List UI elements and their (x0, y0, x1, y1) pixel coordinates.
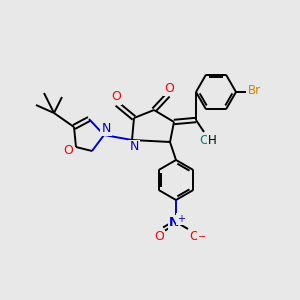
Text: N: N (129, 140, 139, 154)
Text: O: O (111, 91, 121, 103)
Text: O: O (199, 134, 209, 146)
Text: O: O (164, 82, 174, 94)
Text: O: O (154, 230, 164, 244)
Text: +: + (177, 214, 185, 224)
Text: −: − (198, 232, 206, 242)
Text: N: N (101, 122, 111, 134)
Text: H: H (208, 134, 216, 146)
Text: N: N (169, 215, 179, 229)
Text: Br: Br (248, 85, 261, 98)
Text: O: O (63, 145, 73, 158)
Text: O: O (189, 230, 199, 244)
